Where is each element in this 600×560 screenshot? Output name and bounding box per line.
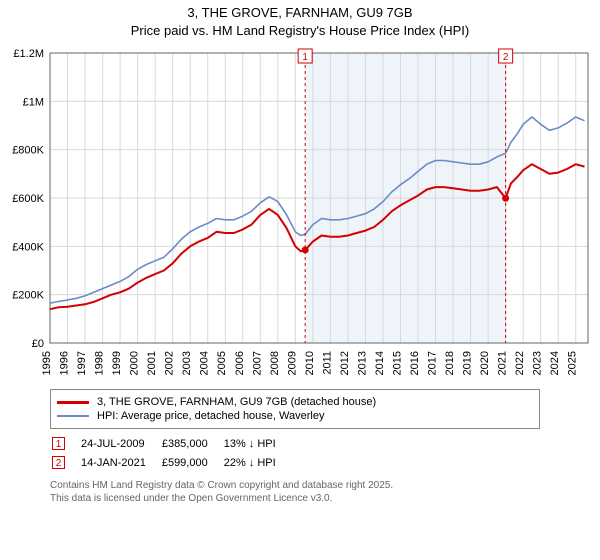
svg-text:2022: 2022	[514, 351, 526, 375]
marker-date: 14-JAN-2021	[81, 454, 160, 471]
svg-text:1997: 1997	[76, 351, 88, 375]
svg-text:2010: 2010	[304, 351, 316, 375]
svg-text:2002: 2002	[164, 351, 176, 375]
chart-svg: £0 £200K £400K £600K £800K £1M £1.2M 1995 1996 19…	[6, 43, 594, 383]
svg-text:£600K: £600K	[12, 193, 44, 205]
svg-text:2001: 2001	[146, 351, 158, 375]
credit: Contains HM Land Registry data © Crown c…	[50, 479, 594, 505]
marker-num: 1	[52, 435, 79, 452]
title-line2: Price paid vs. HM Land Registry's House …	[6, 22, 594, 40]
svg-text:2: 2	[503, 52, 509, 63]
svg-text:1999: 1999	[111, 351, 123, 375]
legend-swatch	[57, 401, 89, 404]
svg-text:2016: 2016	[409, 351, 421, 375]
svg-text:2012: 2012	[339, 351, 351, 375]
marker-num: 2	[52, 454, 79, 471]
svg-text:£0: £0	[32, 338, 44, 350]
svg-text:2014: 2014	[374, 351, 386, 375]
svg-text:2019: 2019	[462, 351, 474, 375]
chart-title: 3, THE GROVE, FARNHAM, GU9 7GB Price pai…	[6, 4, 594, 39]
svg-text:2005: 2005	[216, 351, 228, 375]
svg-text:2025: 2025	[567, 351, 579, 375]
marker-table: 124-JUL-2009£385,00013% ↓ HPI 214-JAN-202…	[50, 433, 292, 473]
svg-text:2006: 2006	[234, 351, 246, 375]
svg-text:1995: 1995	[41, 351, 53, 375]
marker-diff: 22% ↓ HPI	[224, 454, 290, 471]
svg-text:2011: 2011	[321, 351, 333, 375]
legend-label: HPI: Average price, detached house, Wave…	[97, 410, 324, 422]
credit-line1: Contains HM Land Registry data © Crown c…	[50, 479, 594, 492]
svg-text:£1M: £1M	[23, 96, 44, 108]
svg-text:2020: 2020	[479, 351, 491, 375]
svg-text:2004: 2004	[199, 351, 211, 375]
marker-price: £385,000	[162, 435, 222, 452]
svg-text:2013: 2013	[356, 351, 368, 375]
legend: 3, THE GROVE, FARNHAM, GU9 7GB (detached…	[50, 389, 540, 429]
svg-text:2009: 2009	[286, 351, 298, 375]
svg-text:£800K: £800K	[12, 145, 44, 157]
marker-diff: 13% ↓ HPI	[224, 435, 290, 452]
svg-text:2023: 2023	[532, 351, 544, 375]
svg-text:£1.2M: £1.2M	[13, 48, 44, 60]
marker-price: £599,000	[162, 454, 222, 471]
svg-text:2021: 2021	[497, 351, 509, 375]
svg-text:2008: 2008	[269, 351, 281, 375]
legend-row: 3, THE GROVE, FARNHAM, GU9 7GB (detached…	[57, 396, 533, 408]
svg-text:2000: 2000	[129, 351, 141, 375]
marker-row: 124-JUL-2009£385,00013% ↓ HPI	[52, 435, 290, 452]
svg-text:2015: 2015	[391, 351, 403, 375]
legend-swatch	[57, 415, 89, 417]
marker-date: 24-JUL-2009	[81, 435, 160, 452]
svg-text:2018: 2018	[444, 351, 456, 375]
marker-row: 214-JAN-2021£599,00022% ↓ HPI	[52, 454, 290, 471]
credit-line2: This data is licensed under the Open Gov…	[50, 492, 594, 505]
svg-text:£400K: £400K	[12, 241, 44, 253]
svg-text:1998: 1998	[94, 351, 106, 375]
svg-text:2024: 2024	[549, 351, 561, 375]
svg-text:1996: 1996	[59, 351, 71, 375]
price-chart: £0 £200K £400K £600K £800K £1M £1.2M 1995 1996 19…	[6, 43, 594, 383]
svg-text:2017: 2017	[427, 351, 439, 375]
svg-text:2007: 2007	[251, 351, 263, 375]
legend-row: HPI: Average price, detached house, Wave…	[57, 410, 533, 422]
legend-label: 3, THE GROVE, FARNHAM, GU9 7GB (detached…	[97, 396, 376, 408]
svg-text:£200K: £200K	[12, 290, 44, 302]
title-line1: 3, THE GROVE, FARNHAM, GU9 7GB	[6, 4, 594, 22]
svg-text:2003: 2003	[181, 351, 193, 375]
svg-text:1: 1	[302, 52, 308, 63]
